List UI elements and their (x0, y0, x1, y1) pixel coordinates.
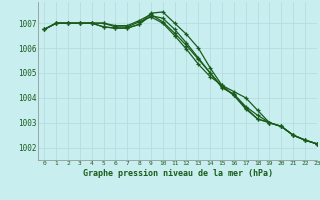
X-axis label: Graphe pression niveau de la mer (hPa): Graphe pression niveau de la mer (hPa) (83, 169, 273, 178)
